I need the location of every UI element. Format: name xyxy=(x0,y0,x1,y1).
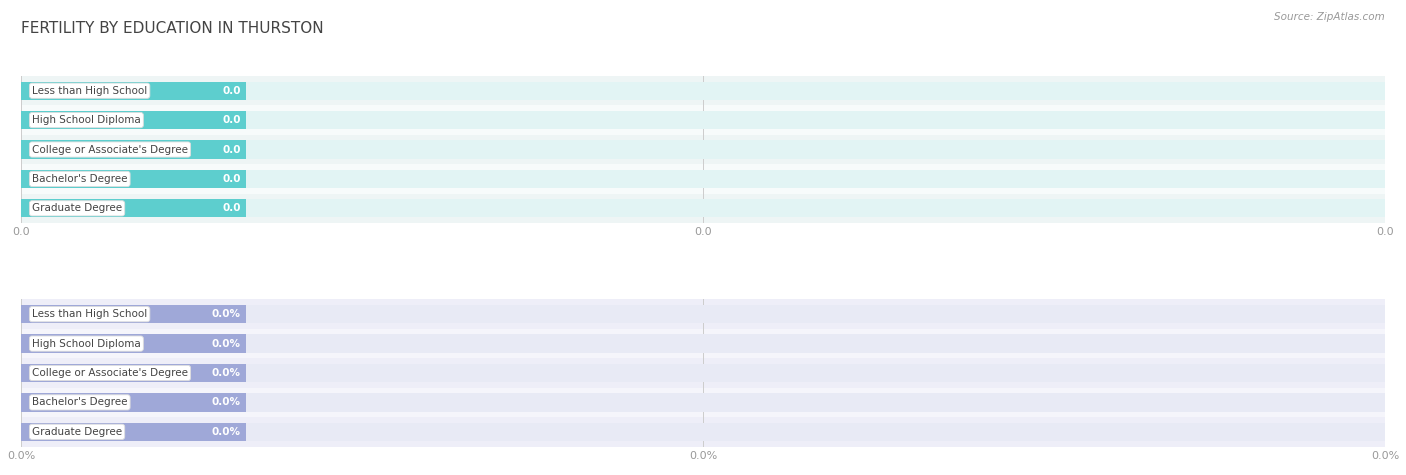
Text: 0.0: 0.0 xyxy=(222,86,240,95)
Bar xyxy=(21,305,1385,323)
Text: Less than High School: Less than High School xyxy=(32,86,148,95)
Text: 0.0: 0.0 xyxy=(222,203,240,213)
Bar xyxy=(21,76,1385,105)
Bar xyxy=(21,141,246,159)
Bar xyxy=(21,194,1385,223)
Bar xyxy=(21,364,1385,382)
Bar xyxy=(21,82,1385,100)
Text: College or Associate's Degree: College or Associate's Degree xyxy=(32,368,188,378)
Bar xyxy=(21,423,1385,441)
Text: 0.0%: 0.0% xyxy=(212,309,240,319)
Bar xyxy=(21,199,1385,218)
Text: FERTILITY BY EDUCATION IN THURSTON: FERTILITY BY EDUCATION IN THURSTON xyxy=(21,21,323,37)
Text: 0.0: 0.0 xyxy=(222,174,240,184)
Bar xyxy=(21,141,1385,159)
Bar xyxy=(21,358,1385,388)
Text: Less than High School: Less than High School xyxy=(32,309,148,319)
Bar xyxy=(21,164,1385,194)
Bar xyxy=(21,82,246,100)
Bar xyxy=(21,135,1385,164)
Bar xyxy=(21,417,1385,446)
Bar xyxy=(21,423,246,441)
Bar xyxy=(21,393,1385,411)
Text: 0.0%: 0.0% xyxy=(212,339,240,349)
Text: Source: ZipAtlas.com: Source: ZipAtlas.com xyxy=(1274,12,1385,22)
Bar xyxy=(21,364,246,382)
Text: High School Diploma: High School Diploma xyxy=(32,339,141,349)
Text: 0.0%: 0.0% xyxy=(212,368,240,378)
Bar xyxy=(21,329,1385,358)
Text: Bachelor's Degree: Bachelor's Degree xyxy=(32,398,128,408)
Bar xyxy=(21,334,1385,353)
Bar xyxy=(21,334,246,353)
Bar xyxy=(21,199,246,218)
Bar xyxy=(21,299,1385,329)
Bar xyxy=(21,111,246,129)
Bar xyxy=(21,170,246,188)
Text: 0.0%: 0.0% xyxy=(212,427,240,437)
Bar xyxy=(21,111,1385,129)
Bar xyxy=(21,393,246,411)
Text: 0.0: 0.0 xyxy=(222,115,240,125)
Bar xyxy=(21,105,1385,135)
Text: 0.0: 0.0 xyxy=(222,144,240,154)
Bar xyxy=(21,305,246,323)
Text: Graduate Degree: Graduate Degree xyxy=(32,203,122,213)
Bar xyxy=(21,170,1385,188)
Text: College or Associate's Degree: College or Associate's Degree xyxy=(32,144,188,154)
Text: High School Diploma: High School Diploma xyxy=(32,115,141,125)
Text: Bachelor's Degree: Bachelor's Degree xyxy=(32,174,128,184)
Text: Graduate Degree: Graduate Degree xyxy=(32,427,122,437)
Bar xyxy=(21,388,1385,417)
Text: 0.0%: 0.0% xyxy=(212,398,240,408)
